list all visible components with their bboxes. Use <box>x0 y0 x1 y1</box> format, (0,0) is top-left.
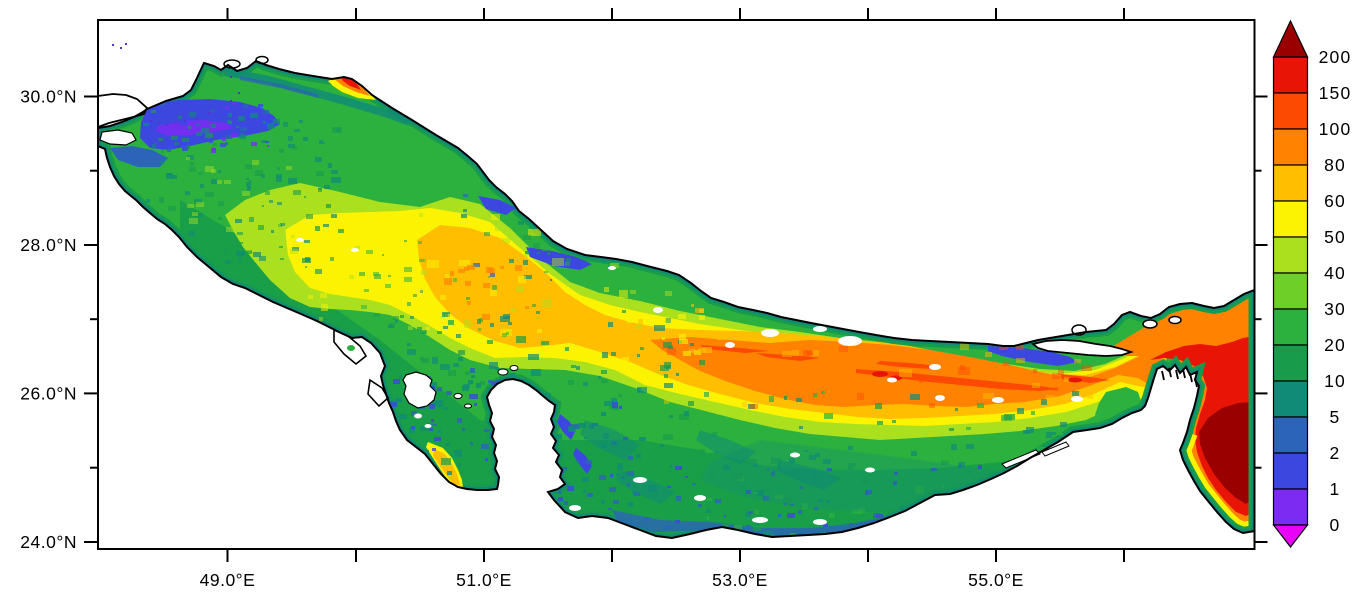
svg-text:100: 100 <box>1319 119 1352 139</box>
svg-text:200: 200 <box>1319 47 1352 67</box>
svg-text:53.0°E: 53.0°E <box>712 570 768 590</box>
svg-text:20: 20 <box>1324 335 1346 355</box>
svg-text:51.0°E: 51.0°E <box>456 570 512 590</box>
svg-text:60: 60 <box>1324 191 1346 211</box>
svg-text:2: 2 <box>1330 443 1341 463</box>
svg-text:30: 30 <box>1324 299 1346 319</box>
svg-text:1: 1 <box>1330 479 1341 499</box>
svg-text:28.0°N: 28.0°N <box>20 235 77 255</box>
svg-text:80: 80 <box>1324 155 1346 175</box>
svg-text:24.0°N: 24.0°N <box>20 532 77 552</box>
svg-text:55.0°E: 55.0°E <box>968 570 1024 590</box>
svg-text:10: 10 <box>1324 371 1346 391</box>
svg-text:5: 5 <box>1330 407 1341 427</box>
svg-text:50: 50 <box>1324 227 1346 247</box>
svg-text:30.0°N: 30.0°N <box>20 87 77 107</box>
svg-text:40: 40 <box>1324 263 1346 283</box>
svg-text:0: 0 <box>1330 515 1341 535</box>
svg-text:150: 150 <box>1319 83 1352 103</box>
svg-text:26.0°N: 26.0°N <box>20 383 77 403</box>
svg-text:49.0°E: 49.0°E <box>200 570 256 590</box>
